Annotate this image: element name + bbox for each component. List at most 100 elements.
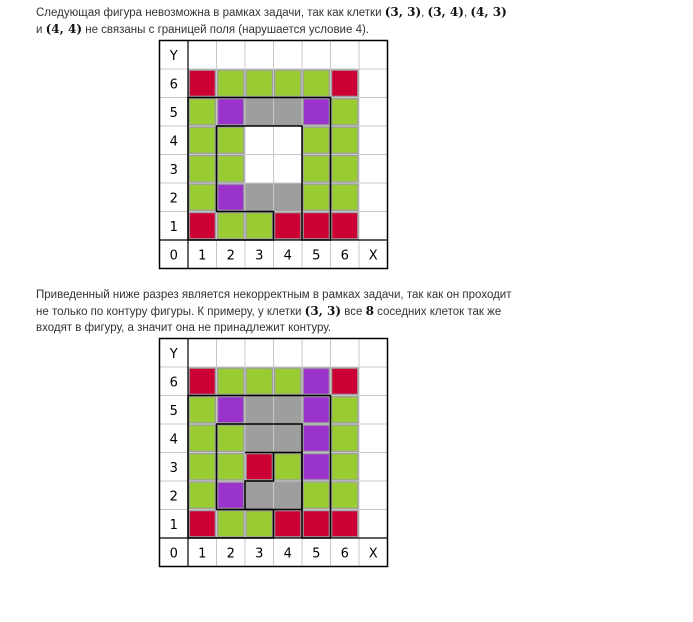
y-tick-label: 6 — [170, 375, 178, 390]
grid-border — [158, 337, 389, 568]
x-tick-label: 1 — [198, 546, 206, 561]
figure-cell — [273, 424, 302, 453]
cell-coordinate: (3, 3) — [384, 5, 422, 19]
grid-border — [158, 39, 389, 270]
x-tick-label: 4 — [284, 546, 292, 561]
contour-cell-green — [218, 70, 244, 96]
contour-cell-green — [218, 127, 244, 153]
contour-cell-green — [332, 184, 358, 210]
text: соседних клеток так же входят в фигуру, … — [36, 306, 502, 334]
text: , — [463, 7, 471, 19]
contour-cell-green — [275, 454, 301, 480]
contour-cell-red — [189, 368, 215, 394]
figure-cell — [245, 424, 274, 453]
y-tick-label: 3 — [170, 461, 178, 476]
contour-cell-green — [218, 368, 244, 394]
contour-cell-green — [189, 99, 215, 125]
contour-cell-green — [332, 156, 358, 182]
contour-cell-purple — [303, 454, 329, 480]
cell-coordinate: (3, 4) — [427, 5, 464, 19]
x-tick-label: 4 — [284, 248, 292, 263]
contour-cell-green — [246, 368, 272, 394]
contour-cell-green — [218, 425, 244, 451]
x-tick-label: 0 — [170, 546, 178, 561]
x-tick-label: 3 — [255, 546, 263, 561]
contour-cell-green — [218, 511, 244, 537]
paragraph-impossible-figure: Следующая фигура невозможна в рамках зад… — [36, 4, 516, 38]
contour-cell-green — [332, 99, 358, 125]
x-tick-label: 6 — [341, 248, 349, 263]
contour-cell-red — [275, 213, 301, 239]
contour-cell-green — [303, 70, 329, 96]
contour-cell-green — [246, 70, 272, 96]
contour-cell-green — [332, 127, 358, 153]
contour-cell-red — [332, 511, 358, 537]
cut-path — [187, 96, 332, 241]
contour-cell-red — [246, 454, 272, 480]
cut-path — [187, 394, 332, 539]
y-tick-label: 4 — [170, 432, 178, 447]
y-tick-label: 6 — [170, 77, 178, 92]
y-tick-label: 4 — [170, 134, 178, 149]
contour-cell-green — [303, 127, 329, 153]
x-tick-label: 1 — [198, 248, 206, 263]
grid-figure-svg: Y 1 2 3 4 5 6 0 1 2 3 4 5 6 X — [158, 39, 389, 270]
x-tick-label: 3 — [255, 248, 263, 263]
text: Следующая фигура невозможна в рамках зад… — [36, 7, 385, 19]
figure-cell — [273, 395, 302, 424]
contour-cell-green — [275, 70, 301, 96]
x-tick-label: 0 — [170, 248, 178, 263]
figure-cell — [273, 183, 302, 212]
cell-coordinate: (4, 4) — [45, 22, 83, 36]
contour-cell-green — [189, 184, 215, 210]
y-axis-label: Y — [169, 49, 178, 64]
y-tick-label: 5 — [170, 404, 178, 419]
contour-cell-red — [332, 213, 358, 239]
contour-cell-green — [332, 397, 358, 423]
contour-cell-red — [275, 511, 301, 537]
contour-cell-purple — [218, 482, 244, 508]
contour-cell-purple — [218, 397, 244, 423]
text: не связаны с границей поля (нарушается у… — [82, 24, 369, 36]
contour-cell-green — [189, 127, 215, 153]
cell-coordinate: (4, 3) — [470, 5, 507, 19]
y-tick-label: 1 — [170, 518, 178, 533]
text: Приведенный ниже разрез является некорре… — [36, 289, 512, 318]
y-tick-label: 3 — [170, 163, 178, 178]
text: все — [341, 306, 366, 318]
contour-cell-purple — [218, 184, 244, 210]
y-tick-label: 5 — [170, 106, 178, 121]
contour-cell-red — [332, 70, 358, 96]
grid-figure-svg: Y 1 2 3 4 5 6 0 1 2 3 4 5 6 X — [158, 337, 389, 568]
contour-cell-green — [246, 511, 272, 537]
x-tick-label: 2 — [227, 546, 235, 561]
figure-cell — [245, 97, 274, 126]
contour-cell-red — [332, 368, 358, 394]
cut-path-inner — [244, 451, 303, 511]
grid-figure-2: Y 1 2 3 4 5 6 0 1 2 3 4 5 6 X — [158, 337, 390, 569]
contour-cell-green — [189, 454, 215, 480]
contour-cell-purple — [303, 99, 329, 125]
figure-cell — [273, 97, 302, 126]
contour-cell-green — [275, 368, 301, 394]
contour-cell-red — [303, 213, 329, 239]
y-tick-label: 1 — [170, 220, 178, 235]
contour-cell-green — [303, 156, 329, 182]
figure-cell — [245, 481, 274, 510]
contour-cell-green — [218, 156, 244, 182]
contour-cell-red — [189, 213, 215, 239]
contour-cell-green — [332, 482, 358, 508]
contour-cell-green — [303, 482, 329, 508]
x-tick-label: 6 — [341, 546, 349, 561]
contour-cell-red — [303, 511, 329, 537]
contour-cell-purple — [218, 99, 244, 125]
text: и — [36, 24, 46, 36]
contour-cell-green — [332, 425, 358, 451]
contour-cell-purple — [303, 368, 329, 394]
contour-cell-purple — [303, 425, 329, 451]
cell-coordinate: (3, 3) — [304, 304, 342, 318]
contour-cell-green — [218, 454, 244, 480]
text: , — [421, 7, 428, 19]
contour-cell-red — [189, 511, 215, 537]
contour-cell-red — [189, 70, 215, 96]
